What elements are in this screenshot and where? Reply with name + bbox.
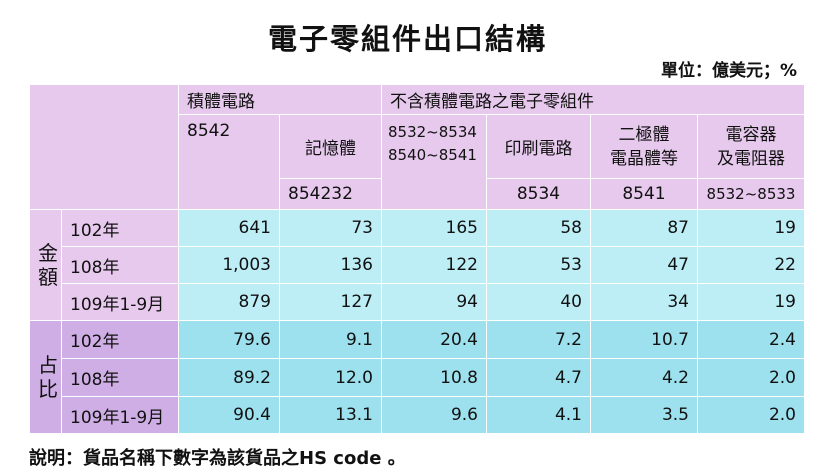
table-cell: 4.1 [486, 396, 591, 434]
group-label-amount: 金 額 [29, 209, 62, 321]
group-share-char-1: 占 [38, 353, 58, 377]
table-row: 占 比 102年 79.6 9.1 20.4 7.2 10.7 2.4 [29, 320, 805, 434]
table-cell: 122 [381, 246, 487, 284]
table-row: 109年1-9月 90.4 13.1 9.6 4.1 3.5 2.0 [30, 396, 805, 434]
row-year: 102年 [61, 320, 179, 359]
header-memory: 記憶體 [279, 114, 382, 179]
table-cell: 58 [486, 209, 591, 247]
header-capacitor-code: 8532~8533 [697, 178, 805, 210]
row-year: 109年1-9月 [61, 396, 179, 434]
table-cell: 89.2 [178, 358, 280, 397]
export-structure-table: 積體電路 不含積體電路之電子零組件 8542 記憶體 8532~8534 854… [29, 84, 805, 434]
table-cell: 53 [486, 246, 591, 284]
table-cell: 3.5 [590, 396, 698, 434]
table-cell: 136 [279, 246, 382, 284]
table-row: 109年1-9月 879 127 94 40 34 19 [30, 283, 805, 321]
table-cell: 13.1 [279, 396, 382, 434]
table-cell: 40 [486, 283, 591, 321]
table-cell: 10.8 [381, 358, 487, 397]
header-memory-code: 854232 [279, 178, 382, 210]
group-label-share: 占 比 [29, 320, 62, 434]
table-cell: 47 [590, 246, 698, 284]
diode-label-1: 二極體 [618, 124, 670, 145]
header-capacitor: 電容器 及電阻器 [697, 114, 805, 179]
table-cell: 19 [697, 283, 805, 321]
table-cell: 9.6 [381, 396, 487, 434]
capacitor-label-2: 及電阻器 [717, 148, 785, 169]
row-year: 108年 [61, 246, 179, 284]
table-cell: 4.2 [590, 358, 698, 397]
group-amount-char-2: 額 [38, 265, 58, 289]
corner-cell [29, 84, 179, 210]
header-pcb-code: 8534 [486, 178, 591, 210]
table-cell: 10.7 [590, 320, 698, 359]
table-cell: 94 [381, 283, 487, 321]
table-cell: 90.4 [178, 396, 280, 434]
table-row: 108年 89.2 12.0 10.8 4.7 4.2 2.0 [30, 358, 805, 397]
row-year: 109年1-9月 [61, 283, 179, 321]
header-diode-code: 8541 [590, 178, 698, 210]
diode-label-2: 電晶體等 [610, 148, 678, 169]
capacitor-label-1: 電容器 [725, 124, 777, 145]
table-cell: 19 [697, 209, 805, 247]
row-year: 108年 [61, 358, 179, 397]
table-cell: 22 [697, 246, 805, 284]
header-ic: 積體電路 [178, 84, 382, 115]
unit-label: 單位：億美元；% [660, 61, 797, 81]
table-cell: 4.7 [486, 358, 591, 397]
table-cell: 2.0 [697, 396, 805, 434]
header-ic-code: 8542 [178, 114, 280, 210]
table-cell: 12.0 [279, 358, 382, 397]
header-pcb: 印刷電路 [486, 114, 591, 179]
group-share-char-2: 比 [38, 377, 58, 401]
table-cell: 641 [178, 209, 280, 247]
table-cell: 879 [178, 283, 280, 321]
table-row: 金 額 102年 641 73 165 58 87 19 [29, 209, 805, 321]
table-cell: 73 [279, 209, 382, 247]
header-non-ic-code: 8532~8534 8540~8541 [381, 114, 487, 210]
table-cell: 7.2 [486, 320, 591, 359]
table-cell: 34 [590, 283, 698, 321]
table-cell: 2.0 [697, 358, 805, 397]
row-year: 102年 [61, 209, 179, 247]
footnote: 說明：貨品名稱下數字為該貨品之HS code 。 [29, 448, 406, 469]
page-title: 電子零組件出口結構 [267, 22, 547, 56]
non-ic-code-2: 8540~8541 [388, 146, 477, 164]
table-cell: 1,003 [178, 246, 280, 284]
table-row: 108年 1,003 136 122 53 47 22 [30, 246, 805, 284]
table-cell: 9.1 [279, 320, 382, 359]
table-cell: 79.6 [178, 320, 280, 359]
table-cell: 127 [279, 283, 382, 321]
table-cell: 87 [590, 209, 698, 247]
table-cell: 165 [381, 209, 487, 247]
non-ic-code-1: 8532~8534 [388, 123, 477, 141]
group-amount-char-1: 金 [38, 241, 58, 265]
header-diode: 二極體 電晶體等 [590, 114, 698, 179]
table-cell: 20.4 [381, 320, 487, 359]
table-cell: 2.4 [697, 320, 805, 359]
header-non-ic: 不含積體電路之電子零組件 [381, 84, 805, 115]
